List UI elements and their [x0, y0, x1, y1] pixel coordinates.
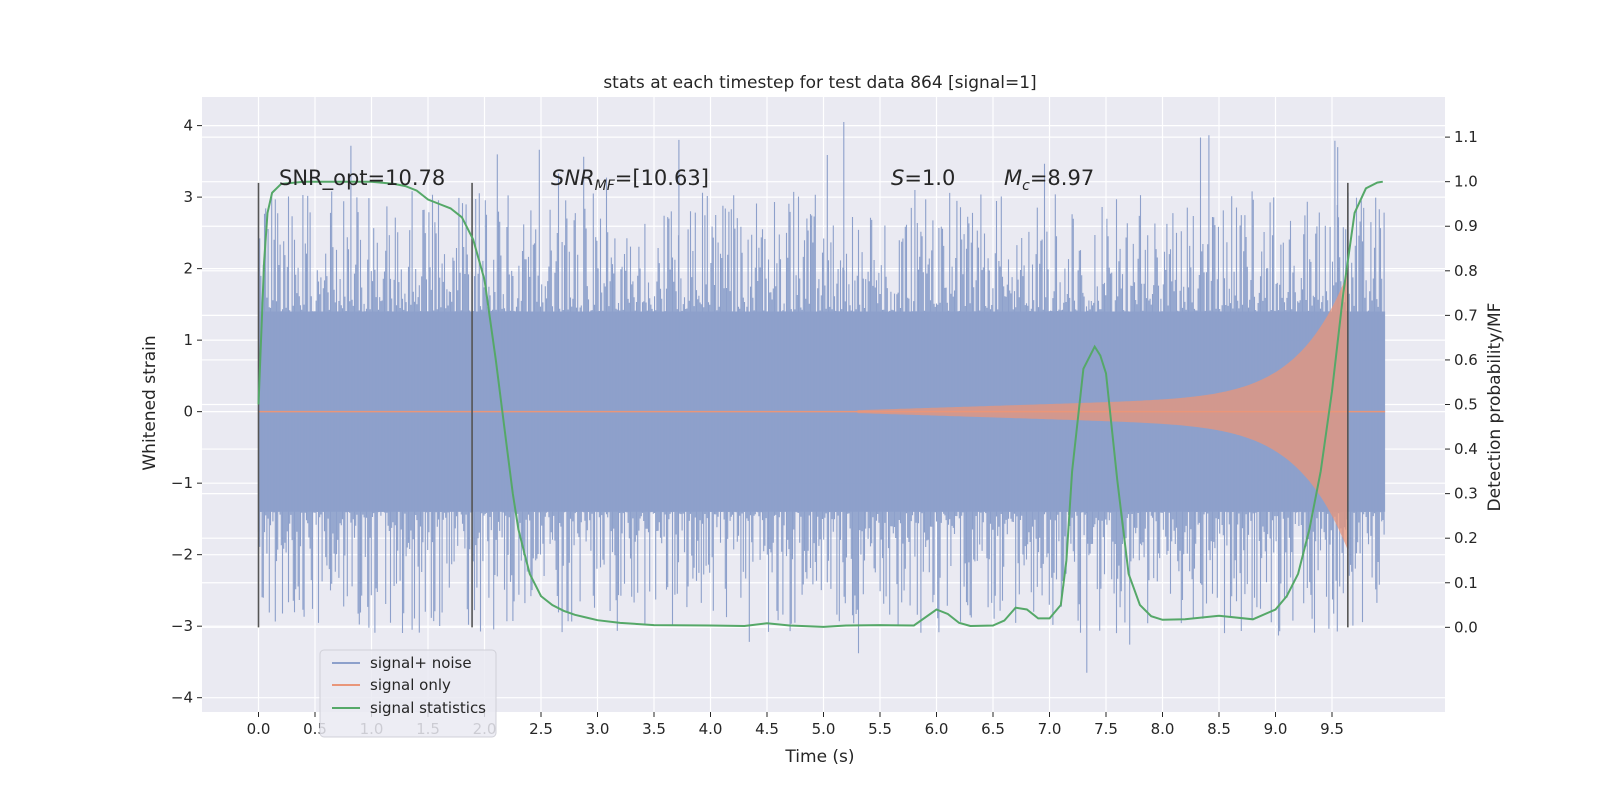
annotation-mc-main: M [1004, 166, 1022, 190]
y-left-tick-label: −1 [171, 474, 193, 492]
y-right-tick-label: 0.1 [1454, 574, 1478, 592]
annotation-snr-mf-sub: MF [595, 178, 616, 194]
y-left-tick-label: 4 [183, 117, 193, 135]
y-right-tick-label: 1.1 [1454, 128, 1478, 146]
y-right-tick-label: 0.4 [1454, 440, 1478, 458]
legend: signal+ noise signal only signal statist… [319, 649, 497, 738]
y-axis-label-right: Detection probability/MF [1485, 303, 1505, 512]
annotation-snr-mf-main: SNR [551, 166, 595, 190]
x-tick-label: 7.0 [1038, 720, 1062, 738]
chart-title: stats at each timestep for test data 864… [603, 73, 1036, 93]
y-right-tick-label: 0.9 [1454, 217, 1478, 235]
y-left-tick-label: −4 [171, 689, 193, 707]
annotation-mc-value: =8.97 [1030, 166, 1094, 190]
x-tick-label: 8.0 [1151, 720, 1175, 738]
x-tick-label: 3.0 [586, 720, 610, 738]
x-tick-label: 5.0 [812, 720, 836, 738]
y-left-tick-label: −3 [171, 617, 193, 635]
y-left-tick-label: −2 [171, 546, 193, 564]
series-signal-statistics [257, 180, 1383, 628]
signal-only-chirp [857, 272, 1348, 551]
axis-ticks: 0.00.51.01.52.02.53.03.54.04.55.05.56.06… [171, 117, 1478, 738]
x-tick-label: 6.5 [981, 720, 1005, 738]
annotation-s-main: S [891, 166, 904, 190]
y-left-tick-label: 3 [183, 188, 193, 206]
x-axis-label: Time (s) [784, 747, 854, 767]
x-tick-label: 8.5 [1207, 720, 1231, 738]
y-right-tick-label: 0.8 [1454, 262, 1478, 280]
y-right-tick-label: 0.6 [1454, 351, 1478, 369]
legend-entry-signal-only: signal only [370, 676, 451, 694]
annotation-snr-mf-value: =[10.63] [615, 166, 709, 190]
signal-statistics-line [257, 180, 1383, 628]
y-right-tick-label: 0.5 [1454, 396, 1478, 414]
x-tick-label: 7.5 [1094, 720, 1118, 738]
x-tick-label: 0.0 [247, 720, 271, 738]
y-right-tick-label: 0.0 [1454, 618, 1478, 636]
y-right-tick-label: 0.2 [1454, 529, 1478, 547]
y-left-tick-label: 2 [183, 260, 193, 278]
annotation-mc-sub: c [1022, 178, 1030, 194]
y-left-tick-label: 0 [183, 403, 193, 421]
x-tick-label: 5.5 [868, 720, 892, 738]
x-tick-label: 2.5 [529, 720, 553, 738]
annotation-snr-mf: SNRMF=[10.63] [551, 166, 709, 194]
y-axis-label-left: Whitened strain [140, 335, 160, 470]
annotation-s: S=1.0 [891, 166, 955, 190]
legend-entry-signal-noise: signal+ noise [370, 654, 472, 672]
x-tick-label: 3.5 [642, 720, 666, 738]
y-right-tick-label: 0.7 [1454, 306, 1478, 324]
x-tick-label: 4.0 [699, 720, 723, 738]
x-tick-label: 9.5 [1320, 720, 1344, 738]
legend-box [319, 649, 497, 738]
legend-entry-signal-statistics: signal statistics [370, 699, 486, 717]
y-right-tick-label: 0.3 [1454, 485, 1478, 503]
annotation-s-value: =1.0 [904, 166, 955, 190]
y-right-tick-label: 1.0 [1454, 173, 1478, 191]
annotation-mc: Mc=8.97 [1004, 166, 1094, 194]
x-tick-label: 6.0 [925, 720, 949, 738]
x-tick-label: 4.5 [755, 720, 779, 738]
annotation-snr-opt: SNR_opt=10.78 [279, 166, 445, 191]
y-left-tick-label: 1 [183, 331, 193, 349]
x-tick-label: 9.0 [1264, 720, 1288, 738]
